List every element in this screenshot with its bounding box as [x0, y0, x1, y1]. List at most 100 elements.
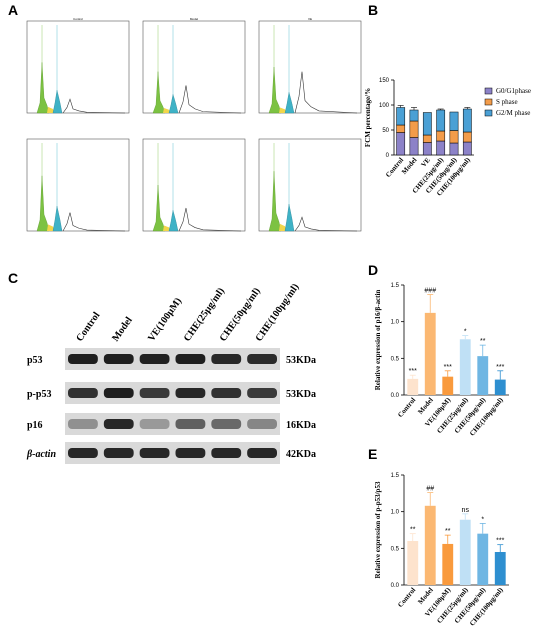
x-category-label: Control	[396, 396, 417, 419]
stacked-bar-segment	[422, 142, 432, 156]
stacked-bar-segment	[396, 132, 406, 156]
significance-label: *	[464, 329, 467, 336]
histogram-tail	[62, 98, 126, 114]
bar	[424, 312, 436, 395]
g2-peak	[168, 94, 179, 114]
y-tick-label: 0.0	[391, 393, 400, 399]
x-category-label: Control	[396, 586, 417, 609]
legend-label: S phase	[496, 98, 518, 106]
histogram-tail	[294, 216, 358, 232]
blot-band	[211, 448, 242, 458]
significance-label: ***	[444, 364, 452, 371]
blot-band	[175, 388, 206, 398]
p-p53-expression-bar-chart: 0.0 0.5 1.0 1.5 Relative expression of p-p53…	[374, 473, 509, 628]
y-axis-label: Relative expression of p-p53/p53	[374, 481, 382, 578]
y-tick-label: 1.5	[391, 473, 400, 479]
blot-band	[211, 419, 242, 429]
y-tick-label: 1.0	[391, 510, 400, 516]
stacked-bar-segment	[409, 137, 419, 156]
legend-swatch	[484, 87, 493, 95]
blot-kda-label: 53KDa	[286, 389, 316, 400]
blot-band	[139, 354, 170, 364]
g2-peak	[52, 90, 63, 114]
bar	[477, 356, 489, 395]
significance-label: ##	[426, 486, 434, 493]
g2-peak	[284, 92, 295, 114]
flow-histogram: VE	[258, 17, 362, 114]
blot-kda-label: 16KDa	[286, 420, 316, 431]
significance-label: **	[445, 528, 451, 535]
blot-band	[68, 419, 98, 429]
panel-label-a: A	[8, 2, 19, 18]
significance-label: **	[410, 527, 416, 534]
stacked-bar-segment	[422, 112, 432, 136]
panel-label-d: D	[368, 262, 379, 278]
blot-band	[211, 354, 242, 364]
flow-plot-title: Model	[190, 17, 199, 21]
bar	[407, 541, 419, 585]
y-tick-label: 0.5	[391, 546, 400, 552]
blot-membrane	[65, 413, 280, 435]
y-tick-label: 150	[379, 78, 390, 84]
stacked-bar-segment	[462, 131, 472, 143]
histogram-tail	[62, 212, 126, 232]
blot-lane-label: VE(100μM)	[146, 296, 184, 344]
blot-band	[68, 448, 98, 458]
stacked-bar-segment	[449, 130, 459, 144]
stacked-bar-segment	[409, 120, 419, 138]
bar	[477, 533, 489, 585]
y-axis-label: FCM percentage/%	[364, 88, 372, 147]
s-region	[279, 107, 287, 113]
significance-label: **	[480, 338, 486, 345]
blot-row: β-actin 42KDa	[26, 442, 316, 464]
significance-label: ###	[424, 288, 436, 295]
significance-label: ***	[409, 368, 417, 375]
legend-swatch	[484, 98, 493, 106]
flow-cytometry-panel: Control Model VE	[26, 17, 362, 232]
x-category-label: Model	[400, 156, 418, 176]
blot-band	[139, 448, 170, 458]
blot-band	[103, 448, 134, 458]
bar	[459, 339, 471, 395]
histogram-tail	[294, 71, 358, 114]
blot-band	[175, 354, 206, 364]
blot-protein-label: β-actin	[26, 449, 56, 460]
blot-kda-label: 42KDa	[286, 449, 316, 460]
s-region	[47, 106, 55, 113]
legend-swatch	[484, 109, 493, 117]
bar	[424, 505, 436, 585]
stacked-bar-segment	[462, 108, 472, 133]
s-region	[279, 223, 287, 231]
stacked-bar-segment	[409, 109, 419, 122]
blot-band	[247, 354, 277, 364]
blot-band	[103, 419, 134, 429]
s-region	[163, 108, 171, 113]
p16-expression-bar-chart: 0.0 0.5 1.0 1.5 Relative expression of p16/β…	[374, 283, 509, 438]
panel-label-e: E	[368, 446, 378, 462]
stacked-bar-segment	[396, 124, 406, 133]
flow-histogram	[258, 138, 362, 232]
blot-membrane	[65, 348, 280, 370]
y-tick-label: 1.0	[391, 320, 400, 326]
blot-band	[247, 448, 277, 458]
significance-label: ns	[462, 507, 470, 514]
blot-protein-label: p53	[27, 355, 43, 366]
bar	[459, 519, 471, 585]
stacked-bar-segment	[436, 130, 446, 142]
stacked-bar-segment	[462, 141, 472, 156]
flow-histogram: Model	[142, 17, 246, 114]
significance-label: ***	[496, 538, 504, 545]
blot-row: p16 16KDa	[27, 413, 316, 435]
histogram-tail	[178, 207, 242, 232]
s-region	[47, 224, 55, 231]
blot-row: p53 53KDa	[27, 348, 316, 370]
flow-histogram: Control	[26, 17, 130, 114]
bar	[494, 379, 506, 395]
blot-band	[139, 388, 170, 398]
blot-band	[103, 354, 134, 364]
s-region	[163, 225, 171, 231]
blot-band	[175, 419, 206, 429]
g2-peak	[284, 204, 295, 232]
western-blot-panel: Control Model VE(100μM)CHE(25μg/ml)CHE(50μ…	[26, 282, 316, 464]
